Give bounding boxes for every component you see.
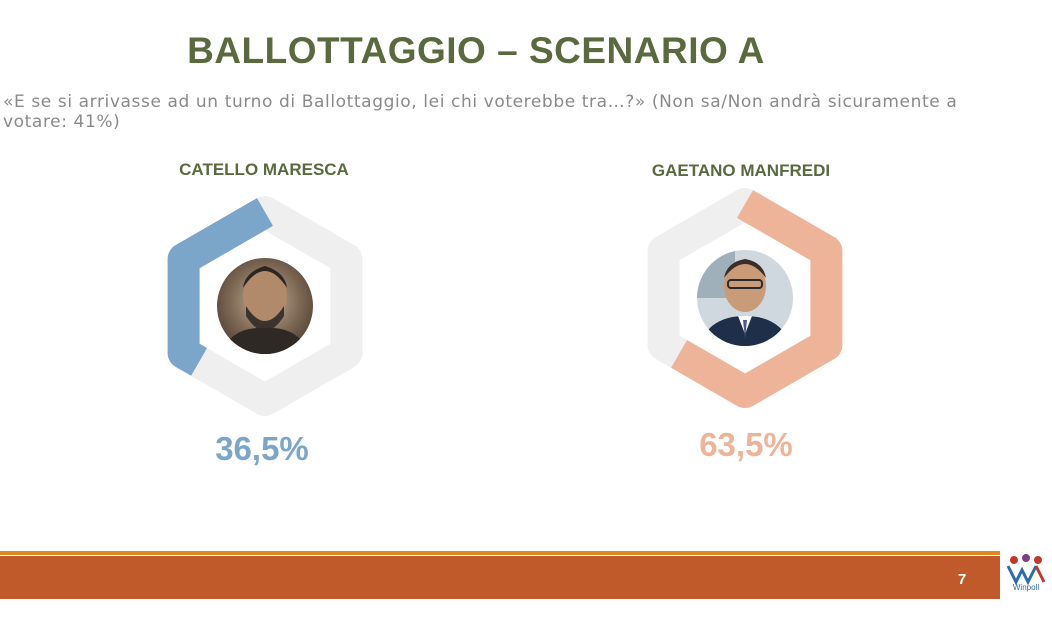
candidate-photo-manfredi: [697, 250, 793, 346]
percentage-maresca: 36,5%: [215, 430, 309, 467]
survey-question: «E se si arrivasse ad un turno di Ballot…: [3, 92, 958, 132]
footer-accent-line: [0, 551, 1000, 555]
footer-bar: [0, 556, 1000, 599]
ring-value-maresca: [167, 198, 274, 376]
page-number: 7: [957, 571, 967, 588]
winpoll-logo: Winpoll: [1006, 554, 1046, 592]
candidate-photo-maresca: [217, 258, 313, 354]
candidate-name-manfredi: GAETANO MANFREDI: [651, 161, 831, 180]
candidate-name-maresca: CATELLO MARESCA: [179, 160, 349, 179]
donut-chart-manfredi: [647, 188, 843, 408]
percentage-manfredi: 63,5%: [699, 426, 793, 463]
slide-title: BALLOTTAGGIO – SCENARIO A: [187, 30, 765, 71]
donut-chart-maresca: [167, 196, 363, 416]
ring-value-manfredi: [671, 190, 843, 408]
svg-text:Winpoll: Winpoll: [1013, 583, 1039, 592]
